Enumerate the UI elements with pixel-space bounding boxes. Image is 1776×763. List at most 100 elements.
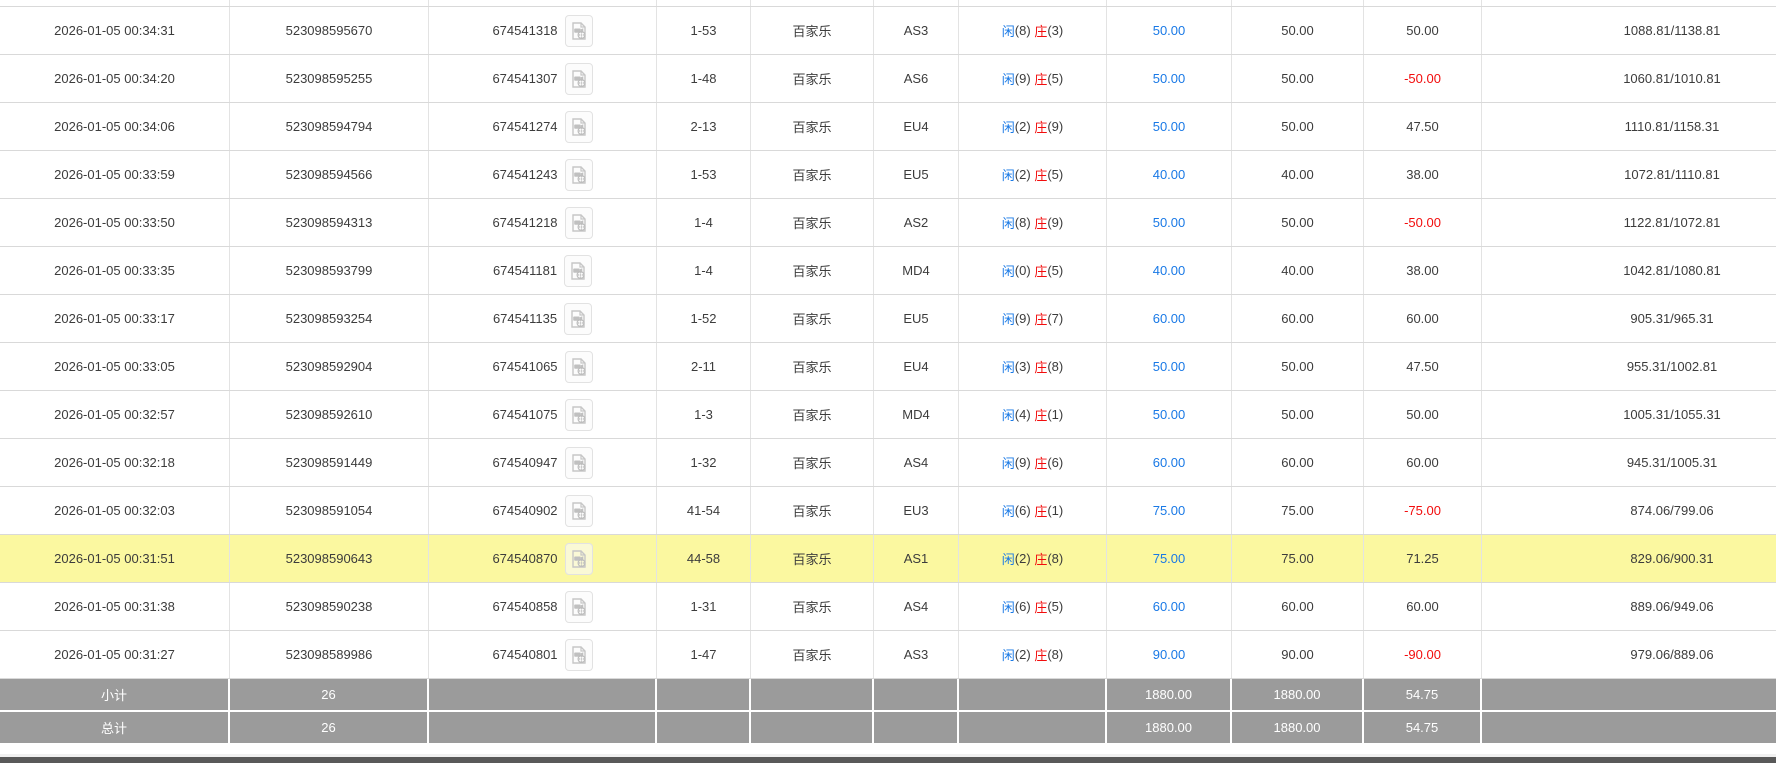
round-id-text: 674541181 (492, 263, 558, 278)
video-record-button[interactable] (564, 206, 593, 239)
balance-cell: 1122.81/1072.81 (1623, 215, 1721, 230)
bet-amount-cell[interactable]: 90.00 (1107, 631, 1232, 678)
game-result-cell: 闲 (3) 庄 (8) (959, 343, 1107, 390)
banker-label: 庄 (1034, 408, 1048, 423)
valid-amount-cell: 60.00 (1232, 583, 1364, 630)
video-record-button[interactable] (564, 350, 593, 383)
win-loss-cell: 71.25 (1364, 535, 1482, 582)
bet-amount-cell[interactable]: 40.00 (1107, 247, 1232, 294)
partial-cell (751, 0, 874, 6)
video-record-button[interactable] (564, 14, 593, 47)
table-row[interactable]: 2026-01-05 00:31:51 523098590643 674540870… (0, 535, 1776, 583)
bet-amount-cell[interactable]: 60.00 (1107, 439, 1232, 486)
round-id-text: 674541307 (492, 71, 558, 86)
win-loss-cell: -50.00 (1364, 55, 1482, 102)
partial-cell (1107, 0, 1232, 6)
table-row[interactable]: 2026-01-05 00:32:18 523098591449 674540947… (0, 439, 1776, 487)
video-record-button[interactable] (564, 254, 593, 287)
video-record-button[interactable] (564, 302, 593, 335)
round-id-text: 674540870 (492, 551, 558, 566)
shoe-round-cell: 1-4 (657, 247, 751, 294)
shoe-round-cell: 2-13 (657, 103, 751, 150)
table-code-cell: EU5 (874, 295, 959, 342)
bet-amount-cell[interactable]: 40.00 (1107, 151, 1232, 198)
round-id-cell: 674541135 (429, 295, 657, 342)
table-row[interactable]: 2026-01-05 00:31:27 523098589986 674540801… (0, 631, 1776, 679)
video-file-icon (571, 69, 586, 88)
win-loss-cell: 60.00 (1364, 295, 1482, 342)
bet-id-cell: 523098593254 (230, 295, 429, 342)
table-row[interactable]: 2026-01-05 00:33:50 523098594313 674541218… (0, 199, 1776, 247)
bet-id-cell: 523098594313 (230, 199, 429, 246)
summary-empty-cell (1482, 712, 1776, 743)
bet-amount-cell[interactable]: 50.00 (1107, 199, 1232, 246)
game-result-cell: 闲 (8) 庄 (9) (959, 199, 1107, 246)
table-row[interactable]: 2026-01-05 00:34:20 523098595255 674541307… (0, 55, 1776, 103)
bet-records-table: 2026-01-05 00:34:31 523098595670 674541318… (0, 0, 1776, 743)
bet-amount-cell[interactable]: 50.00 (1107, 343, 1232, 390)
banker-label: 庄 (1034, 360, 1048, 375)
bet-amount-cell[interactable]: 75.00 (1107, 487, 1232, 534)
valid-amount-cell: 50.00 (1232, 391, 1364, 438)
game-name-cell: 百家乐 (751, 487, 874, 534)
table-row[interactable]: 2026-01-05 00:33:59 523098594566 674541243… (0, 151, 1776, 199)
bet-amount-cell[interactable]: 60.00 (1107, 295, 1232, 342)
table-row[interactable]: 2026-01-05 00:31:38 523098590238 674540858… (0, 583, 1776, 631)
video-record-button[interactable] (564, 446, 593, 479)
video-record-button[interactable] (564, 590, 593, 623)
video-record-button[interactable] (564, 638, 593, 671)
bet-amount-cell[interactable]: 50.00 (1107, 7, 1232, 54)
table-row[interactable]: 2026-01-05 00:32:57 523098592610 674541075… (0, 391, 1776, 439)
bet-amount-cell[interactable]: 50.00 (1107, 103, 1232, 150)
player-score: (0) (1014, 263, 1031, 278)
bet-time-cell: 2026-01-05 00:34:31 (0, 7, 230, 54)
banker-label: 庄 (1034, 72, 1048, 87)
table-code-cell: EU4 (874, 343, 959, 390)
scrollbar-track[interactable] (0, 754, 1776, 757)
video-record-button[interactable] (564, 158, 593, 191)
grand-total-row: 总计 26 1880.00 1880.00 54.75 (0, 712, 1776, 743)
bet-time-cell: 2026-01-05 00:32:18 (0, 439, 230, 486)
round-id-text: 674541274 (492, 119, 558, 134)
summary-empty-cell (874, 679, 959, 710)
table-code-cell: AS4 (874, 439, 959, 486)
summary-empty-cell (874, 712, 959, 743)
banker-label: 庄 (1034, 648, 1048, 663)
game-result-cell: 闲 (6) 庄 (5) (959, 583, 1107, 630)
bet-amount-cell[interactable]: 75.00 (1107, 535, 1232, 582)
table-row[interactable]: 2026-01-05 00:34:06 523098594794 674541274… (0, 103, 1776, 151)
player-label: 闲 (1001, 264, 1015, 279)
video-record-button[interactable] (564, 110, 593, 143)
partial-cell (959, 0, 1107, 6)
video-record-button[interactable] (564, 62, 593, 95)
video-record-button[interactable] (564, 398, 593, 431)
round-id-text: 674541243 (492, 167, 558, 182)
shoe-round-cell: 41-54 (657, 487, 751, 534)
round-id-text: 674540947 (492, 455, 558, 470)
balance-cell: 1042.81/1080.81 (1623, 263, 1721, 278)
video-record-button[interactable] (564, 542, 593, 575)
player-score: (2) (1014, 167, 1031, 182)
bottom-scrollbar-thumb[interactable] (0, 757, 1776, 763)
bet-id-cell: 523098590238 (230, 583, 429, 630)
table-code-cell: MD4 (874, 391, 959, 438)
banker-label: 庄 (1034, 216, 1048, 231)
table-row[interactable]: 2026-01-05 00:34:31 523098595670 674541318… (0, 7, 1776, 55)
round-id-text: 674541135 (492, 311, 558, 326)
table-row[interactable]: 2026-01-05 00:33:17 523098593254 674541135… (0, 295, 1776, 343)
bet-amount-cell[interactable]: 50.00 (1107, 391, 1232, 438)
balance-cell: 1072.81/1110.81 (1624, 167, 1720, 182)
valid-amount-cell: 60.00 (1232, 295, 1364, 342)
shoe-round-cell: 1-4 (657, 199, 751, 246)
bet-amount-cell[interactable]: 50.00 (1107, 55, 1232, 102)
player-label: 闲 (1001, 120, 1015, 135)
table-row[interactable]: 2026-01-05 00:33:05 523098592904 674541065… (0, 343, 1776, 391)
table-row[interactable]: 2026-01-05 00:33:35 523098593799 674541181… (0, 247, 1776, 295)
video-record-button[interactable] (564, 494, 593, 527)
banker-label: 庄 (1034, 24, 1048, 39)
video-file-icon (571, 501, 586, 520)
bet-amount-cell[interactable]: 60.00 (1107, 583, 1232, 630)
table-row[interactable]: 2026-01-05 00:32:03 523098591054 674540902… (0, 487, 1776, 535)
summary-bet_total-cell: 1880.00 (1107, 679, 1232, 710)
